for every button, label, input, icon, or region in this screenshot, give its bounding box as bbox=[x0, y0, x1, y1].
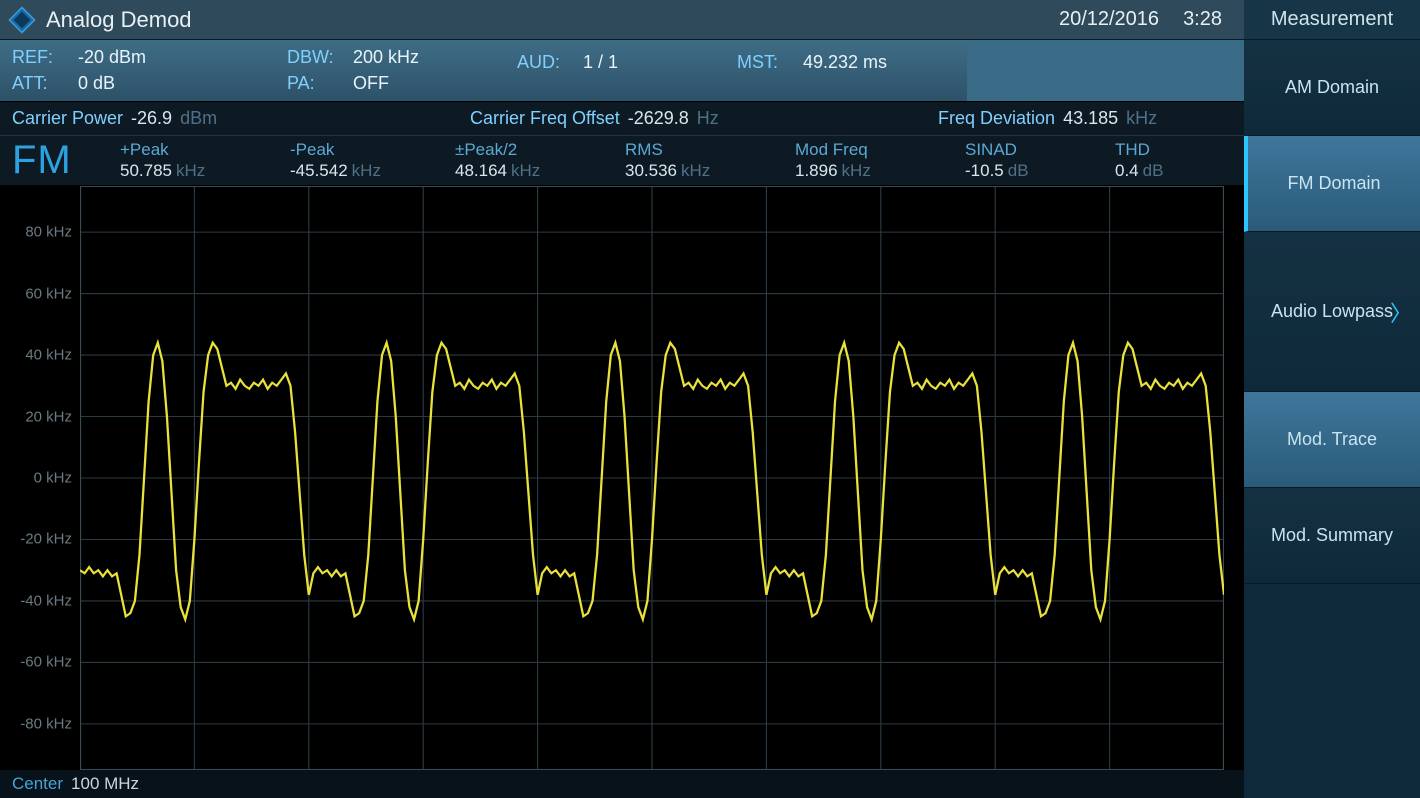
y-tick-label: 20 kHz bbox=[25, 408, 72, 425]
brand-icon bbox=[8, 6, 36, 34]
fm-col-peak-plus: +Peak 50.785kHz bbox=[120, 140, 290, 181]
measurement-summary-bar: Carrier Power -26.9 dBm Carrier Freq Off… bbox=[0, 102, 1244, 136]
ref-label: REF: bbox=[12, 47, 68, 68]
freq-deviation-value: 43.185 bbox=[1063, 108, 1118, 129]
chart-svg bbox=[80, 186, 1224, 770]
dbw-label: DBW: bbox=[287, 47, 343, 68]
main-panel: Analog Demod 20/12/2016 3:28 REF: -20 dBm… bbox=[0, 0, 1244, 798]
fm-col-peak-minus: -Peak -45.542kHz bbox=[290, 140, 455, 181]
y-tick-label: 0 kHz bbox=[34, 470, 72, 487]
sidebar-item-am-domain[interactable]: AM Domain bbox=[1244, 40, 1420, 136]
att-value: 0 dB bbox=[78, 73, 188, 94]
sidebar-item-label: Mod. Trace bbox=[1287, 429, 1377, 450]
carrier-power-label: Carrier Power bbox=[12, 108, 123, 129]
carrier-freq-offset-label: Carrier Freq Offset bbox=[470, 108, 620, 129]
footer-label: Center bbox=[12, 774, 63, 794]
carrier-power-value: -26.9 bbox=[131, 108, 172, 129]
chart-area: 80 kHz 60 kHz 40 kHz 20 kHz 0 kHz -20 kHz -40 … bbox=[0, 186, 1244, 770]
pa-label: PA: bbox=[287, 73, 343, 94]
att-label: ATT: bbox=[12, 73, 68, 94]
fm-col-peak-half: ±Peak/2 48.164kHz bbox=[455, 140, 625, 181]
footer-bar: Center 100 MHz bbox=[0, 770, 1244, 798]
y-tick-label: -20 kHz bbox=[20, 531, 72, 548]
y-tick-label: 40 kHz bbox=[25, 347, 72, 364]
aud-value: 1 / 1 bbox=[583, 52, 693, 73]
sidebar: Measurement AM Domain FM Domain Audio Lowp… bbox=[1244, 0, 1420, 798]
title-date: 20/12/2016 bbox=[1059, 8, 1159, 31]
chart-plot[interactable] bbox=[80, 186, 1224, 770]
sidebar-item-label: Audio Lowpass bbox=[1271, 301, 1393, 322]
mst-value: 49.232 ms bbox=[803, 52, 913, 73]
sidebar-item-label: Mod. Summary bbox=[1271, 525, 1393, 546]
ref-value: -20 dBm bbox=[78, 47, 188, 68]
aud-label: AUD: bbox=[517, 52, 573, 73]
title-bar: Analog Demod 20/12/2016 3:28 bbox=[0, 0, 1244, 40]
title-time: 3:28 bbox=[1183, 8, 1222, 31]
footer-value: 100 MHz bbox=[71, 774, 139, 794]
fm-col-rms: RMS 30.536kHz bbox=[625, 140, 795, 181]
fm-columns-row: FM +Peak 50.785kHz -Peak -45.542kHz ±Pea… bbox=[0, 136, 1244, 186]
fm-col-thd: THD 0.4dB bbox=[1115, 140, 1215, 181]
dbw-value: 200 kHz bbox=[353, 47, 463, 68]
pa-value: OFF bbox=[353, 73, 463, 94]
fm-heading: FM bbox=[12, 138, 120, 183]
sidebar-item-audio-lowpass[interactable]: Audio Lowpass〉 bbox=[1244, 232, 1420, 392]
carrier-freq-offset-unit: Hz bbox=[697, 108, 719, 129]
mst-label: MST: bbox=[737, 52, 793, 73]
sidebar-item-label: AM Domain bbox=[1285, 77, 1379, 98]
freq-deviation-label: Freq Deviation bbox=[938, 108, 1055, 129]
app-title: Analog Demod bbox=[46, 7, 192, 33]
fm-col-sinad: SINAD -10.5dB bbox=[965, 140, 1115, 181]
chart-y-labels: 80 kHz 60 kHz 40 kHz 20 kHz 0 kHz -20 kHz -40 … bbox=[0, 186, 80, 770]
carrier-power-unit: dBm bbox=[180, 108, 217, 129]
y-tick-label: -60 kHz bbox=[20, 654, 72, 671]
sidebar-item-label: FM Domain bbox=[1287, 173, 1380, 194]
freq-deviation-unit: kHz bbox=[1126, 108, 1157, 129]
y-tick-label: 80 kHz bbox=[25, 224, 72, 241]
sidebar-title: Measurement bbox=[1244, 0, 1420, 40]
y-tick-label: 60 kHz bbox=[25, 285, 72, 302]
sidebar-item-fm-domain[interactable]: FM Domain bbox=[1244, 136, 1420, 232]
sidebar-item-mod-summary[interactable]: Mod. Summary bbox=[1244, 488, 1420, 584]
sidebar-item-mod-trace[interactable]: Mod. Trace bbox=[1244, 392, 1420, 488]
fm-col-mod-freq: Mod Freq 1.896kHz bbox=[795, 140, 965, 181]
y-tick-label: -80 kHz bbox=[20, 715, 72, 732]
carrier-freq-offset-value: -2629.8 bbox=[628, 108, 689, 129]
info-bar: REF:-20 dBm ATT:0 dB DBW:200 kHz PA:OFF … bbox=[0, 40, 1244, 102]
y-tick-label: -40 kHz bbox=[20, 592, 72, 609]
chevron-right-icon: 〉 bbox=[1390, 296, 1412, 328]
